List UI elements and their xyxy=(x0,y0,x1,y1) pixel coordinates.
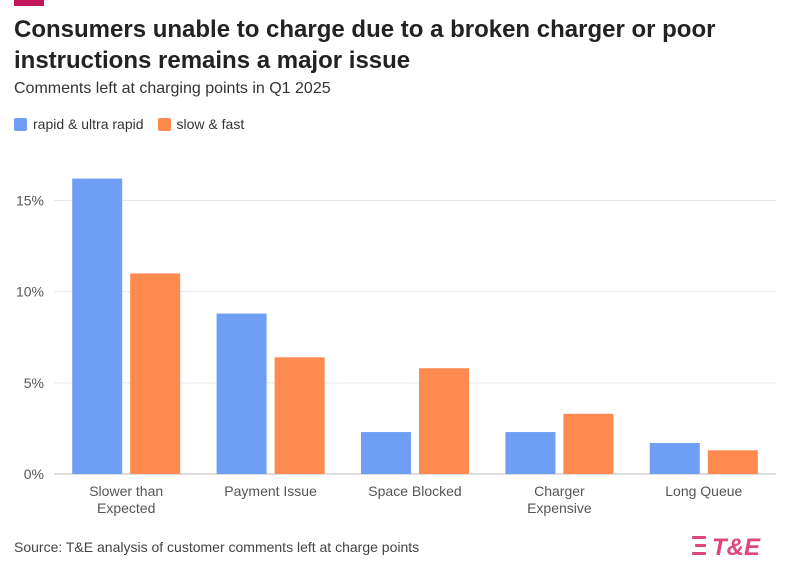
bar-slow xyxy=(563,413,614,474)
bar-rapid xyxy=(505,432,556,474)
legend-item-slow: slow & fast xyxy=(157,116,245,132)
x-tick-label: Charger Expensive xyxy=(527,483,592,516)
legend: rapid & ultra rapid slow & fast xyxy=(14,116,244,132)
x-tick-label: Long Queue xyxy=(665,483,742,499)
legend-swatch-rapid xyxy=(14,117,27,131)
bar-slow xyxy=(130,273,181,474)
x-tick-label: Payment Issue xyxy=(224,483,317,499)
bar-rapid xyxy=(361,432,411,474)
x-tick-label: Slower than Expected xyxy=(89,483,163,516)
legend-label-slow: slow & fast xyxy=(176,116,245,132)
y-tick-label: 15% xyxy=(16,192,44,208)
logo-text: T&E xyxy=(712,534,761,560)
bar-slow xyxy=(274,357,325,474)
bar-slow xyxy=(419,368,469,474)
y-tick-label: 0% xyxy=(24,466,44,482)
bar-rapid xyxy=(72,178,123,474)
accent-bar xyxy=(14,0,44,6)
source-note: Source: T&E analysis of customer comment… xyxy=(14,539,420,555)
y-tick-label: 5% xyxy=(24,375,44,391)
bar-slow xyxy=(707,450,758,474)
logo-bars-icon xyxy=(692,536,706,555)
x-tick-label: Space Blocked xyxy=(368,483,461,499)
te-logo: T&E xyxy=(692,534,761,560)
bar-rapid xyxy=(216,313,267,474)
chart-title: Consumers unable to charge due to a brok… xyxy=(14,16,716,74)
legend-label-rapid: rapid & ultra rapid xyxy=(33,116,144,132)
legend-item-rapid: rapid & ultra rapid xyxy=(14,116,144,132)
y-tick-label: 10% xyxy=(16,284,44,300)
chart-subtitle: Comments left at charging points in Q1 2… xyxy=(14,80,331,97)
legend-swatch-slow xyxy=(157,117,171,131)
bar-rapid xyxy=(649,443,700,474)
bar-chart: 0% 5% 10% 15% Slower than Expected Payment Iss… xyxy=(16,178,776,516)
